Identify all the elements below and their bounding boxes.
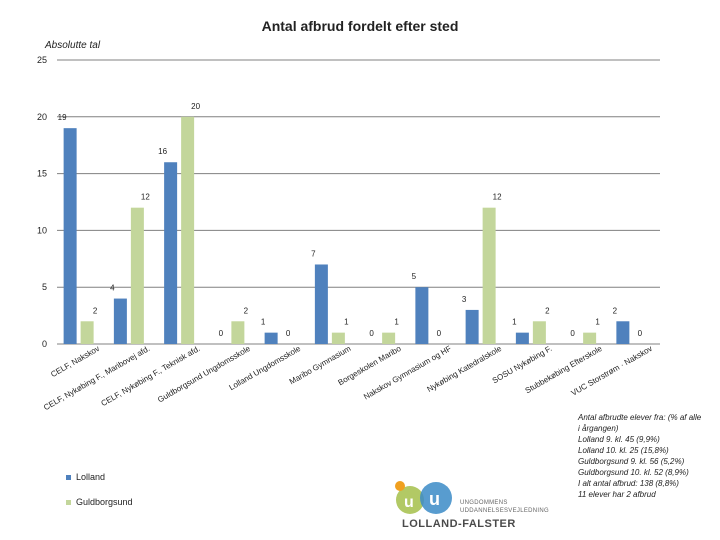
note-line: I alt antal afbrud: 138 (8,8%) [578,479,679,488]
data-label-lolland: 1 [512,318,517,327]
notes-box: Antal afbrudte elever fra: (% af alle i … [578,412,718,500]
note-line: Lolland 10. kl. 25 (15,8%) [578,446,669,455]
data-label-lolland: 5 [412,272,417,281]
y-tick-label: 15 [37,169,47,179]
logo-main-text: LOLLAND-FALSTER [402,518,516,530]
legend-swatch-guldborgsund [66,499,71,505]
data-label-guldborgsund: 0 [638,329,643,338]
bar-lolland [164,162,178,344]
bar-guldborgsund [80,321,94,344]
bar-lolland [616,321,630,344]
x-tick-label: VUC Storstrøm · Nakskov [570,344,654,398]
y-axis-label: Absolutte tal [45,40,101,51]
data-label-lolland: 0 [570,329,575,338]
bar-guldborgsund [382,332,396,344]
data-label-guldborgsund: 1 [595,318,600,327]
bar-lolland [415,287,429,344]
data-label-guldborgsund: 12 [493,193,502,202]
data-label-lolland: 2 [613,306,618,315]
data-label-lolland: 3 [462,295,467,304]
note-line: Guldborgsund 9. kl. 56 (5,2%) [578,457,685,466]
data-label-guldborgsund: 2 [545,306,550,315]
chart-title: Antal afbrud fordelt efter sted [261,18,459,34]
bar-guldborgsund [231,321,245,344]
data-label-guldborgsund: 1 [394,318,399,327]
legend-label-guldborgsund: Guldborgsund [76,497,133,507]
data-label-guldborgsund: 1 [344,318,349,327]
data-label-lolland: 1 [261,318,266,327]
data-label-guldborgsund: 0 [286,329,291,338]
y-tick-label: 20 [37,112,47,122]
logo-line1: UNGDOMMENS [460,500,508,506]
data-label-lolland: 0 [219,329,224,338]
bar-guldborgsund [130,207,144,344]
legend-label-lolland: Lolland [76,472,106,482]
bar-lolland [113,298,127,344]
y-tick-label: 10 [37,225,47,235]
logo-line2: UDDANNELSESVEJLEDNING [460,508,549,514]
note-line: 11 elever har 2 afbrud [578,490,656,499]
y-tick-label: 0 [42,339,47,349]
x-tick-label: Nakskov Gymnasium og HF [362,344,453,402]
x-tick-label: CELF, Nykøbing F., Teknisk afd. [99,344,201,408]
bar-guldborgsund [331,332,345,344]
legend-item-lolland: Lolland [66,472,105,482]
data-label-lolland: 4 [110,284,115,293]
y-tick-label: 25 [37,55,47,65]
data-label-lolland: 0 [369,329,374,338]
data-label-guldborgsund: 20 [191,102,200,111]
note-line: Guldborgsund 10. kl. 52 (8,9%) [578,468,689,477]
note-line: i årgangen) [578,424,619,433]
data-label-lolland: 19 [58,113,67,122]
uu-logo-icon: u u [395,481,452,514]
legend-item-guldborgsund: Guldborgsund [66,497,133,507]
data-label-guldborgsund: 2 [93,306,98,315]
bar-guldborgsund [181,116,195,344]
data-label-guldborgsund: 2 [244,306,249,315]
x-tick-label: Guldborgsund Ungdomsskole [156,344,252,405]
data-label-lolland: 7 [311,249,316,258]
data-label-guldborgsund: 0 [437,329,442,338]
y-tick-label: 5 [42,282,47,292]
note-line: Antal afbrudte elever fra: (% af alle [578,413,702,422]
bar-guldborgsund [583,332,597,344]
bar-guldborgsund [482,207,496,344]
legend-swatch-lolland [66,474,71,480]
data-label-lolland: 16 [158,147,167,156]
note-line: Lolland 9. kl. 45 (9,9%) [578,435,660,444]
svg-text:u: u [429,489,440,509]
svg-text:u: u [404,494,414,511]
bar-lolland [314,264,328,344]
bar-guldborgsund [532,321,546,344]
bar-lolland [63,128,77,344]
bar-lolland [264,332,278,344]
bar-lolland [515,332,529,344]
data-label-guldborgsund: 12 [141,193,150,202]
bar-lolland [465,309,479,344]
